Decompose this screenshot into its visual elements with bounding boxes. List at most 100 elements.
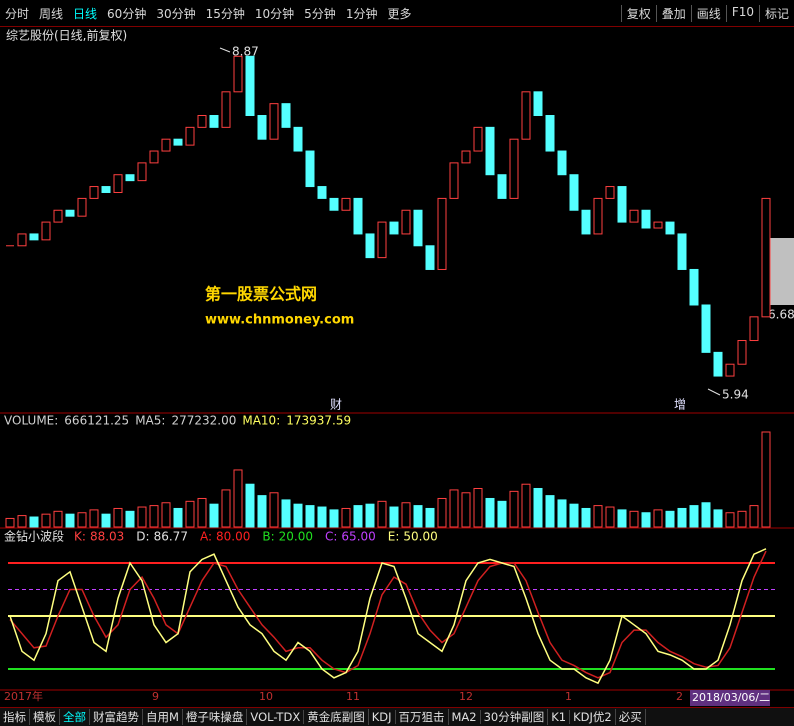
volume-bar [137, 506, 147, 528]
volume-bar [17, 515, 27, 528]
indicator-tab[interactable]: 必买 [616, 709, 646, 725]
period-tab[interactable]: 10分钟 [254, 6, 295, 21]
volume-bar [749, 505, 759, 528]
toolbar-button[interactable]: 复权 [620, 4, 656, 22]
toolbar-button[interactable]: F10 [725, 4, 759, 22]
candle [521, 91, 531, 140]
date-label: 12 [459, 690, 473, 703]
candle [437, 197, 447, 270]
volume-bar [737, 510, 747, 528]
volume-bar [389, 506, 399, 528]
volume-bar [377, 500, 387, 528]
indicator-tab[interactable]: VOL-TDX [247, 710, 305, 724]
candle [425, 245, 435, 270]
candle [377, 221, 387, 259]
volume-bar [653, 509, 663, 528]
volume-bar [221, 489, 231, 528]
price-pointer [219, 47, 231, 53]
indicator-tab[interactable]: MA2 [449, 710, 481, 724]
indicator-tab[interactable]: K1 [548, 710, 571, 724]
volume-bar [365, 503, 375, 528]
candle [665, 221, 675, 235]
volume-bar [401, 502, 411, 528]
indicator-tab[interactable]: KDJ [369, 710, 396, 724]
date-label: 1 [565, 690, 572, 703]
ma-label: MA10: [242, 414, 280, 428]
volume-bar [497, 500, 507, 528]
candle [533, 91, 543, 117]
volume-bar [509, 490, 519, 528]
candle [329, 197, 339, 211]
indicator-tab[interactable]: 自用M [143, 709, 183, 725]
indicator-tab[interactable]: 黄金底副图 [304, 709, 369, 725]
volume-bar [665, 510, 675, 528]
candle [197, 115, 207, 128]
toolbar-button[interactable]: 叠加 [655, 4, 691, 22]
toolbar-button[interactable]: 画线 [690, 4, 726, 22]
volume-bar [161, 502, 171, 528]
candle [293, 126, 303, 152]
indicator-tab[interactable]: 百万狙击 [396, 709, 449, 725]
toolbar-button[interactable]: 标记 [758, 4, 794, 22]
candle [605, 186, 615, 199]
candle [209, 115, 219, 128]
candle [305, 150, 315, 188]
indicator-tab[interactable]: 指标 [0, 709, 30, 725]
indicator-tab[interactable]: 模板 [30, 709, 60, 725]
candle [713, 351, 723, 377]
k-label: K: [74, 530, 86, 544]
volume-bar [125, 510, 135, 528]
candle [641, 209, 651, 229]
volume-bar [557, 499, 567, 528]
indicator-name: 金钻小波段 [4, 529, 64, 544]
volume-bar [485, 497, 495, 528]
volume-bar [269, 492, 279, 528]
volume-bar [341, 507, 351, 528]
candle [497, 174, 507, 199]
candle [89, 186, 99, 199]
k-value: 88.03 [90, 530, 124, 544]
period-tab[interactable]: 日线 [73, 6, 98, 21]
candle [185, 126, 195, 146]
period-tab[interactable]: 15分钟 [205, 6, 245, 21]
period-tab[interactable]: 分时 [5, 6, 30, 21]
volume-bar [5, 517, 15, 528]
period-tab[interactable]: 周线 [39, 6, 64, 21]
period-tab[interactable]: 30分钟 [156, 6, 196, 21]
candle [137, 162, 147, 182]
volume-bar [533, 487, 543, 528]
indicator-tab[interactable]: 橙子味操盘 [183, 709, 248, 725]
period-tab[interactable]: 60分钟 [107, 6, 147, 21]
date-label: 9 [152, 690, 159, 703]
candle [173, 138, 183, 146]
candle [617, 186, 627, 223]
candle [161, 138, 171, 152]
volume-bar [41, 513, 51, 528]
volume-bar [725, 512, 735, 528]
period-tab[interactable]: 5分钟 [304, 6, 336, 21]
event-mark: 增 [674, 398, 686, 412]
candle [257, 115, 267, 140]
candle [401, 209, 411, 235]
indicator-tab[interactable]: 财富趋势 [90, 709, 143, 725]
volume-bar [305, 505, 315, 528]
indicator-tab[interactable]: 30分钟副图 [481, 709, 549, 725]
candle [557, 150, 567, 176]
volume-bar [617, 509, 627, 528]
candle [737, 340, 747, 365]
indicator-tab[interactable]: 全部 [60, 709, 90, 725]
line-label: E: [388, 530, 400, 544]
candle [29, 233, 39, 241]
date-highlight [690, 690, 770, 706]
volume-value: 666121.25 [64, 414, 129, 428]
candle [725, 363, 735, 377]
period-tab[interactable]: 更多 [387, 6, 412, 21]
candle [365, 233, 375, 259]
candle [125, 174, 135, 182]
volume-bar [317, 506, 327, 528]
period-tab[interactable]: 1分钟 [345, 6, 378, 21]
volume-bar [461, 492, 471, 528]
indicator-tab[interactable]: KDJ优2 [570, 709, 616, 725]
volume-bar [425, 507, 435, 528]
